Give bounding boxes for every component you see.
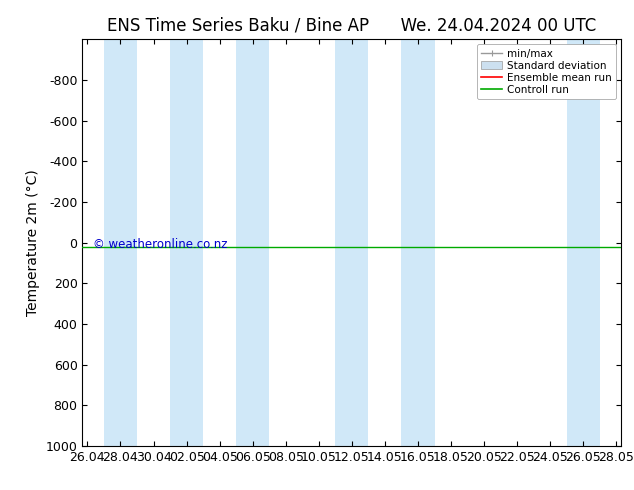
Bar [170,39,203,446]
Y-axis label: Temperature 2m (°C): Temperature 2m (°C) [26,169,40,316]
Bar [104,39,137,446]
Bar [335,39,368,446]
Bar [401,39,434,446]
Title: ENS Time Series Baku / Bine AP      We. 24.04.2024 00 UTC: ENS Time Series Baku / Bine AP We. 24.04… [107,17,597,35]
Text: © weatheronline.co.nz: © weatheronline.co.nz [93,238,228,251]
Legend: min/max, Standard deviation, Ensemble mean run, Controll run: min/max, Standard deviation, Ensemble me… [477,45,616,99]
Bar [567,39,600,446]
Bar [236,39,269,446]
